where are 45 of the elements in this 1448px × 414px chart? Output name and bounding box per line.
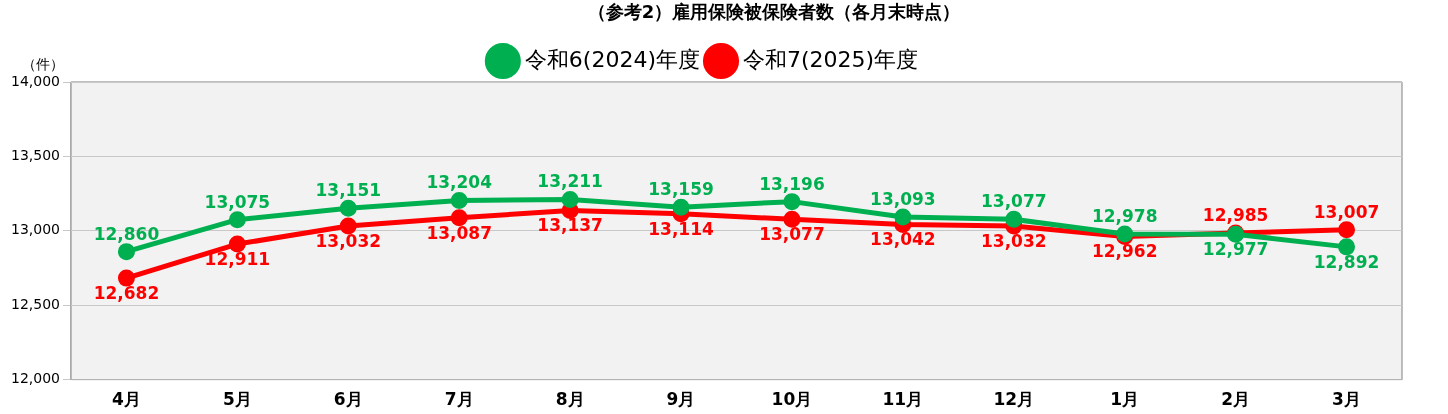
data-label: 12,962: [1091, 241, 1158, 262]
data-label: 12,892: [1313, 251, 1380, 272]
y-tick-label: 12,500: [10, 295, 60, 312]
chart-title: （参考2）雇用保険被保険者数（各月末時点）: [586, 0, 962, 24]
x-tick-label: 6月: [333, 389, 363, 410]
data-label: 13,032: [315, 230, 382, 251]
x-tick-label: 2月: [1221, 389, 1251, 410]
data-label: 13,077: [980, 191, 1047, 212]
data-label: 12,985: [1202, 204, 1269, 225]
x-tick-label: 1月: [1110, 389, 1140, 410]
data-label: 13,042: [870, 229, 936, 250]
y-axis-title: （件）: [22, 55, 64, 72]
x-tick-label: 8月: [555, 389, 585, 410]
data-label: 13,159: [648, 179, 714, 200]
data-label: 13,137: [537, 215, 603, 236]
x-tick-label: 4月: [112, 389, 141, 410]
legend-label: 令和6(2024)年度: [524, 46, 700, 72]
data-label: 13,087: [426, 222, 492, 243]
y-tick-label: 14,000: [10, 72, 60, 89]
data-label: 13,077: [759, 224, 825, 245]
x-tick-label: 11月: [882, 389, 924, 410]
data-label: 13,007: [1313, 201, 1380, 222]
data-label: 12,911: [204, 248, 271, 269]
data-label: 13,151: [315, 180, 382, 201]
x-tick-label: 3月: [1332, 389, 1361, 410]
y-tick-label: 13,500: [10, 147, 60, 164]
data-label: 13,211: [537, 171, 603, 192]
y-tick-label: 13,000: [10, 221, 60, 238]
legend-label: 令和7(2025)年度: [743, 46, 919, 72]
data-label: 13,204: [426, 172, 493, 193]
data-label: 13,032: [980, 230, 1047, 251]
data-label: 12,860: [93, 223, 160, 244]
data-label: 13,093: [870, 188, 936, 209]
x-tick-label: 12月: [993, 389, 1035, 410]
data-label: 12,682: [93, 283, 160, 304]
data-label: 12,978: [1091, 206, 1158, 226]
y-tick-label: 12,000: [10, 370, 60, 387]
x-tick-label: 7月: [444, 389, 474, 410]
data-label: 12,977: [1202, 239, 1269, 260]
data-label: 13,114: [648, 218, 714, 239]
x-tick-label: 5月: [222, 389, 252, 410]
x-tick-label: 9月: [666, 389, 696, 410]
data-label: 13,075: [204, 191, 271, 212]
data-label: 13,196: [759, 173, 825, 194]
x-tick-label: 10月: [771, 389, 813, 410]
